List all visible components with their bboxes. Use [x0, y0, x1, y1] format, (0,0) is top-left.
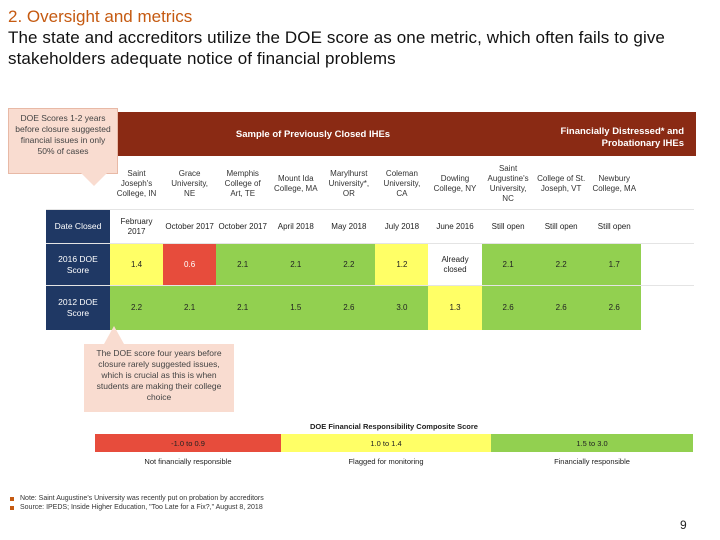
table-cell: June 2016: [436, 221, 474, 231]
column-header: Marylhurst University*, OR: [328, 168, 370, 198]
score-cell: 2.1: [269, 244, 323, 285]
score-cell: Already closed: [441, 254, 469, 274]
callout-bottom-arrow: [104, 326, 124, 344]
column-header: Mount Ida College, MA: [273, 173, 318, 193]
slide-title-line2: The state and accreditors utilize the DO…: [8, 28, 665, 68]
column-header: Grace University, NE: [171, 168, 208, 198]
table-row: 2012 DOE Score 2.2 2.1 2.1 1.5 2.6 3.0 1…: [46, 286, 694, 330]
column-header: Newbury College, MA: [592, 173, 637, 193]
score-cell: 3.0: [375, 286, 429, 330]
score-cell: 2.1: [481, 244, 535, 285]
table-cell: October 2017: [165, 221, 214, 231]
score-cell: 1.2: [375, 244, 429, 285]
band-right-label: Financially Distressed* and Probationary…: [560, 126, 684, 149]
slide-title: 2. Oversight and metrics The state and a…: [8, 6, 708, 69]
score-cell: 1.3: [428, 286, 482, 330]
callout-bottom: The DOE score four years before closure …: [84, 344, 234, 412]
legend-range-red: -1.0 to 0.9: [95, 434, 281, 452]
column-header: Saint Joseph's College, IN: [116, 168, 157, 198]
footnotes: Note: Saint Augustine's University was r…: [10, 494, 630, 512]
score-cell: 0.6: [163, 244, 217, 285]
column-header: Coleman University, CA: [383, 168, 421, 198]
table-cell: Still open: [491, 221, 525, 231]
bullet-icon: [10, 505, 14, 510]
legend-label: Flagged for monitoring: [348, 456, 424, 466]
score-cell: 1.7: [587, 244, 641, 285]
score-cell: 2.2: [534, 244, 588, 285]
bullet-icon: [10, 496, 14, 501]
score-cell: 2.1: [216, 244, 270, 285]
table-cell: July 2018: [384, 221, 420, 231]
score-cell: 2.6: [587, 286, 641, 330]
table-row: Date Closed February 2017 October 2017 O…: [46, 210, 694, 244]
footnote: Note: Saint Augustine's University was r…: [10, 494, 630, 503]
callout-top: DOE Scores 1-2 years before closure sugg…: [8, 108, 118, 174]
table-row: 2016 DOE Score 1.4 0.6 2.1 2.1 2.2 1.2 A…: [46, 244, 694, 286]
score-cell: 2.6: [322, 286, 376, 330]
score-cell: 2.1: [216, 286, 270, 330]
score-cell: 1.5: [269, 286, 323, 330]
legend-title: DOE Financial Responsibility Composite S…: [95, 420, 693, 434]
score-cell: 2.1: [163, 286, 217, 330]
ihe-table: Saint Joseph's College, IN Grace Univers…: [46, 158, 694, 330]
row-label: 2012 DOE Score: [46, 286, 110, 330]
band-left-label: Sample of Previously Closed IHEs: [235, 128, 391, 140]
table-cell: October 2017: [218, 221, 267, 231]
callout-top-arrow: [80, 172, 108, 186]
legend-labels: Not financially responsible Flagged for …: [95, 452, 693, 470]
footnote-text: Source: IPEDS; Inside Higher Education, …: [20, 504, 263, 511]
footnote: Source: IPEDS; Inside Higher Education, …: [10, 503, 630, 512]
legend-label: Not financially responsible: [144, 456, 232, 466]
legend-bars: -1.0 to 0.9 1.0 to 1.4 1.5 to 3.0: [95, 434, 693, 452]
legend-label: Financially responsible: [554, 456, 630, 466]
score-cell: 2.2: [322, 244, 376, 285]
footnote-text: Note: Saint Augustine's University was r…: [20, 495, 264, 502]
score-legend: DOE Financial Responsibility Composite S…: [95, 420, 693, 470]
column-header: College of St. Joseph, VT: [537, 173, 586, 193]
legend-range-green: 1.5 to 3.0: [491, 434, 693, 452]
column-header: Saint Augustine's University, NC: [487, 163, 529, 203]
header-band: Sample of Previously Closed IHEs Financi…: [108, 112, 696, 156]
score-cell: 1.4: [110, 244, 164, 285]
column-header: Memphis College of Art, TE: [224, 168, 261, 198]
score-cell: 2.6: [534, 286, 588, 330]
page-number: 9: [680, 518, 687, 532]
table-corner: [46, 158, 110, 209]
table-cell: February 2017: [120, 216, 153, 236]
table-cell: May 2018: [331, 221, 367, 231]
row-label: 2016 DOE Score: [46, 244, 110, 285]
legend-range-yellow: 1.0 to 1.4: [281, 434, 491, 452]
row-label: Date Closed: [46, 210, 110, 243]
column-header: Dowling College, NY: [433, 173, 477, 193]
table-cell: April 2018: [277, 221, 314, 231]
table-cell: Still open: [597, 221, 631, 231]
table-header-row: Saint Joseph's College, IN Grace Univers…: [46, 158, 694, 210]
slide-title-line1: 2. Oversight and metrics: [8, 7, 193, 26]
score-cell: 2.2: [110, 286, 164, 330]
table-cell: Still open: [544, 221, 578, 231]
score-cell: 2.6: [481, 286, 535, 330]
